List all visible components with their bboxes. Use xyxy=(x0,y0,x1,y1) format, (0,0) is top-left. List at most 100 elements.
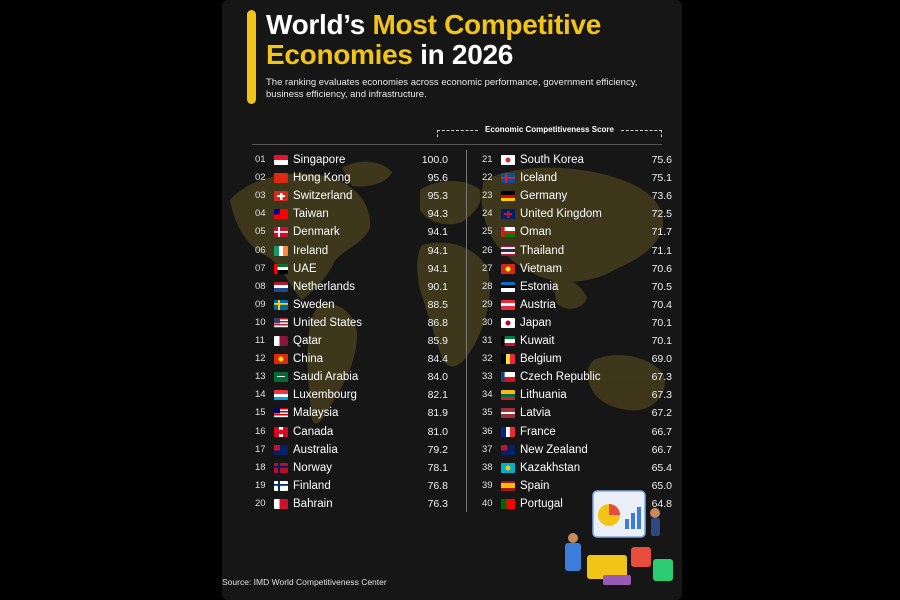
rank-label: 37 xyxy=(482,443,493,455)
rank-label: 31 xyxy=(482,335,493,346)
flag-icon xyxy=(274,426,288,437)
flag-icon xyxy=(274,317,288,328)
score-value: 81.0 xyxy=(427,425,448,438)
table-row: 28 Estonia 70.5 xyxy=(482,278,672,296)
table-row: 38 Kazakhstan 65.4 xyxy=(482,459,672,477)
country-name: Czech Republic xyxy=(520,371,601,384)
flag-icon xyxy=(501,498,515,509)
rank-label: 27 xyxy=(482,262,493,274)
country-name: France xyxy=(520,425,556,438)
flag-icon xyxy=(274,498,288,509)
flag-icon xyxy=(274,191,288,202)
flag-icon xyxy=(274,155,288,165)
rank-label: 29 xyxy=(482,298,493,310)
rank-label: 04 xyxy=(255,208,266,220)
flag-icon xyxy=(501,209,515,220)
rank-label: 13 xyxy=(255,371,266,383)
flag-icon xyxy=(501,354,515,365)
rank-label: 17 xyxy=(255,443,266,455)
rank-label: 28 xyxy=(482,280,493,292)
score-value: 64.8 xyxy=(651,497,672,510)
score-value: 82.1 xyxy=(427,389,448,402)
rank-label: 20 xyxy=(255,497,266,509)
country-name: Taiwan xyxy=(293,208,329,221)
flag-icon xyxy=(501,444,515,455)
table-row: 39 Spain 65.0 xyxy=(482,477,672,495)
table-row: 18 Norway 78.1 xyxy=(255,459,448,477)
country-name: Hong Kong xyxy=(293,172,351,185)
flag-icon xyxy=(501,191,515,202)
flag-icon xyxy=(501,408,515,419)
table-row: 12 China 84.4 xyxy=(255,350,448,368)
score-value: 67.3 xyxy=(651,371,672,384)
table-row: 23 Germany 73.6 xyxy=(482,187,672,205)
country-name: Vietnam xyxy=(520,262,562,275)
score-value: 84.0 xyxy=(427,371,448,384)
score-value: 90.1 xyxy=(427,280,448,293)
score-value: 75.6 xyxy=(651,154,672,166)
score-value: 71.1 xyxy=(651,244,672,257)
title-text-plain: in 2026 xyxy=(412,39,514,70)
score-value: 95.6 xyxy=(427,172,448,185)
column-divider xyxy=(466,150,467,512)
score-value: 69.0 xyxy=(651,353,672,366)
title-line-1: World’s Most Competitive xyxy=(266,10,601,40)
score-value: 67.3 xyxy=(651,389,672,402)
score-value: 94.1 xyxy=(427,244,448,257)
country-name: Switzerland xyxy=(293,190,353,203)
flag-icon xyxy=(274,209,288,220)
country-name: New Zealand xyxy=(520,443,588,456)
score-value: 76.3 xyxy=(427,497,448,510)
score-value: 94.1 xyxy=(427,262,448,275)
flag-icon xyxy=(501,299,515,310)
score-value: 70.1 xyxy=(651,316,672,329)
table-row: 17 Australia 79.2 xyxy=(255,441,448,459)
table-row: 22 Iceland 75.1 xyxy=(482,169,672,187)
flag-icon xyxy=(501,281,515,292)
country-name: United States xyxy=(293,316,363,329)
country-name: Estonia xyxy=(520,280,559,293)
source-note: Source: IMD World Competitiveness Center xyxy=(222,577,387,587)
score-value: 72.5 xyxy=(651,208,672,221)
flag-icon xyxy=(274,372,288,383)
table-row: 15 Malaysia 81.9 xyxy=(255,404,448,422)
table-row: 29 Austria 70.4 xyxy=(482,296,672,314)
country-name: Oman xyxy=(520,226,552,239)
score-value: 71.7 xyxy=(651,226,672,239)
rank-label: 14 xyxy=(255,389,266,401)
score-value: 70.1 xyxy=(651,335,672,347)
country-name: Belgium xyxy=(520,353,562,366)
rank-label: 01 xyxy=(255,154,266,165)
rank-label: 32 xyxy=(482,353,493,365)
score-value: 86.8 xyxy=(427,316,448,329)
country-name: Kuwait xyxy=(520,335,555,347)
rank-label: 24 xyxy=(482,208,493,220)
country-name: Kazakhstan xyxy=(520,461,581,474)
country-name: Austria xyxy=(520,298,556,311)
table-row: 20 Bahrain 76.3 xyxy=(255,495,448,513)
score-value: 79.2 xyxy=(427,443,448,456)
rank-label: 39 xyxy=(482,479,493,491)
country-name: Spain xyxy=(520,479,550,492)
flag-icon xyxy=(501,173,515,184)
table-row: 24 United Kingdom 72.5 xyxy=(482,205,672,223)
flag-icon xyxy=(274,480,288,491)
score-value: 70.4 xyxy=(651,298,672,311)
rank-label: 19 xyxy=(255,479,266,491)
rank-label: 16 xyxy=(255,425,266,437)
score-value: 85.9 xyxy=(427,335,448,347)
table-row: 08 Netherlands 90.1 xyxy=(255,278,448,296)
country-name: Germany xyxy=(520,190,568,203)
table-row: 33 Czech Republic 67.3 xyxy=(482,368,672,386)
country-name: Iceland xyxy=(520,172,558,185)
flag-icon xyxy=(501,390,515,401)
table-row: 25 Oman 71.7 xyxy=(482,223,672,241)
flag-icon xyxy=(274,462,288,473)
rank-label: 11 xyxy=(255,335,265,346)
rank-label: 38 xyxy=(482,461,493,473)
table-row: 11 Qatar 85.9 xyxy=(255,332,448,350)
title-text-highlight: Economies xyxy=(266,39,413,70)
country-name: Bahrain xyxy=(293,497,333,510)
rank-label: 23 xyxy=(482,190,493,202)
table-row: 30 Japan 70.1 xyxy=(482,314,672,332)
